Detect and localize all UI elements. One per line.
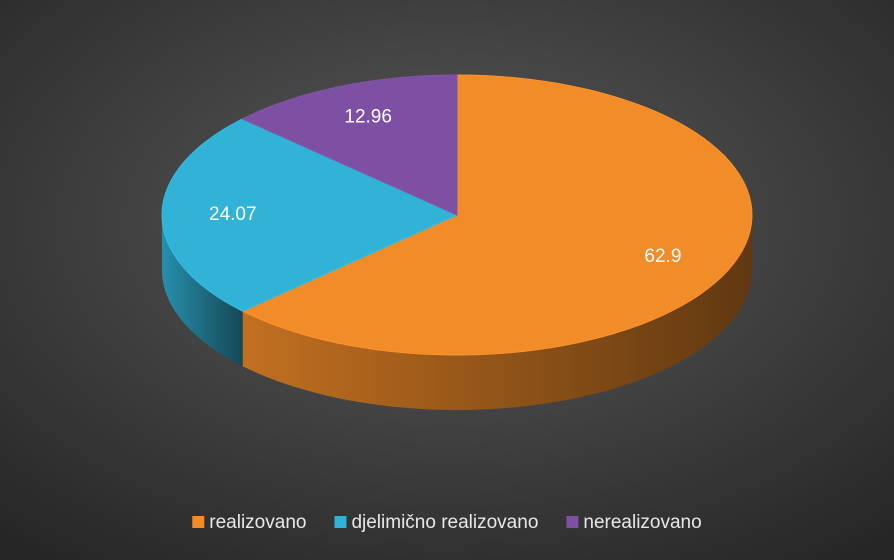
legend-label: nerealizovano [583, 512, 701, 533]
legend-swatch [334, 516, 347, 528]
legend-label: realizovano [209, 512, 306, 533]
slice [161, 118, 459, 312]
slice-side [162, 215, 243, 367]
slice [241, 74, 753, 356]
slice-side [242, 215, 753, 410]
data-label: 24.07 [209, 204, 257, 225]
data-label: 12.96 [344, 106, 392, 127]
slice [241, 74, 458, 216]
data-label: 62.9 [644, 246, 681, 267]
legend-label: djelimično realizovano [351, 512, 538, 533]
legend-swatch [192, 516, 205, 528]
legend-swatch [566, 516, 579, 528]
